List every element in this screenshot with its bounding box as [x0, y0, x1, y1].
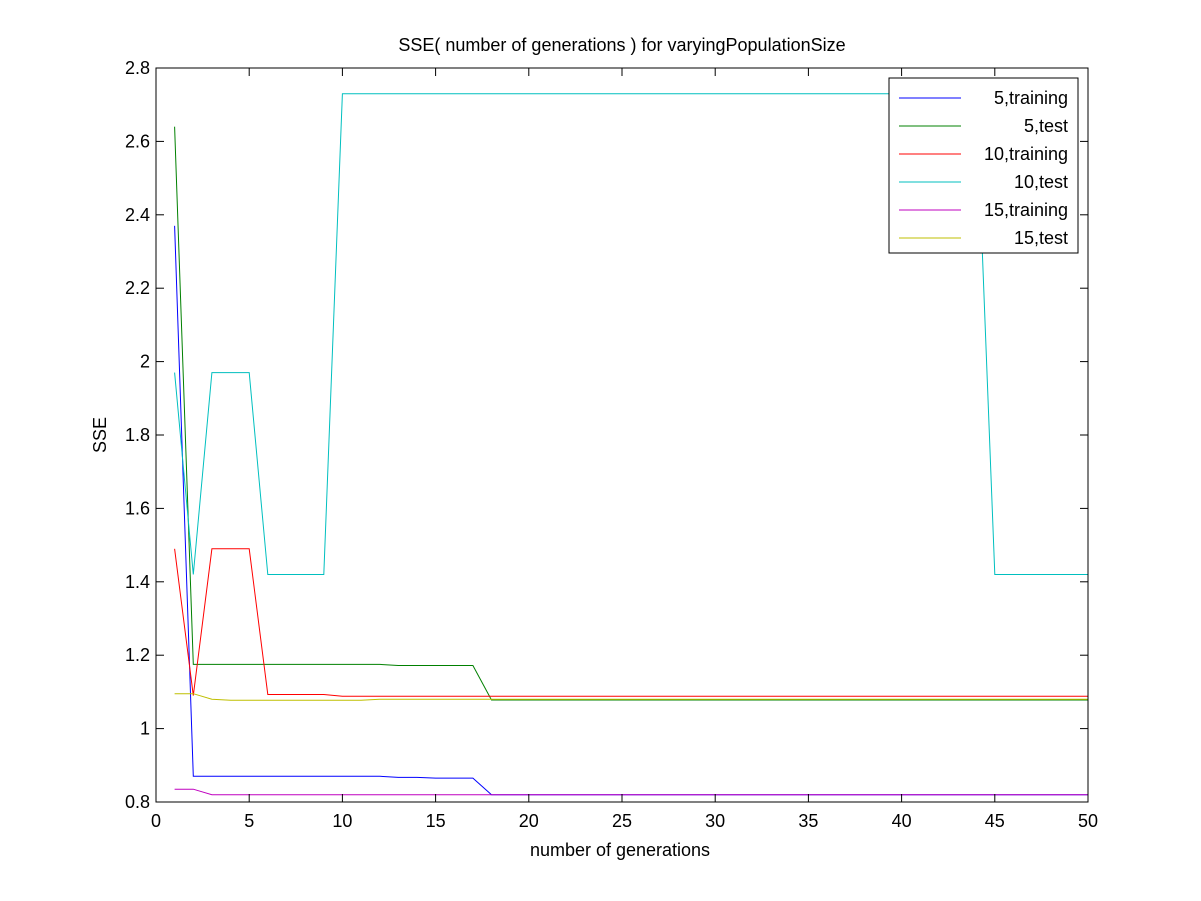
x-tick-label: 40	[892, 811, 912, 831]
legend-label-1: 5,test	[1024, 116, 1068, 136]
chart-title: SSE( number of generations ) for varying…	[398, 35, 845, 55]
series-line-1	[174, 126, 1088, 701]
y-tick-label: 2	[140, 352, 150, 372]
y-tick-label: 2.6	[125, 131, 150, 151]
x-tick-label: 15	[426, 811, 446, 831]
y-tick-label: 1.2	[125, 645, 150, 665]
legend-label-4: 15,training	[984, 200, 1068, 220]
y-axis-label: SSE	[90, 417, 110, 453]
legend-label-0: 5,training	[994, 88, 1068, 108]
x-tick-label: 45	[985, 811, 1005, 831]
legend-entries: 5,training 5,test 10,training 10,test 15,tra…	[899, 88, 1068, 248]
x-tick-label: 35	[798, 811, 818, 831]
legend-label-5: 15,test	[1014, 228, 1068, 248]
x-tick-label: 50	[1078, 811, 1098, 831]
x-tick-label: 10	[332, 811, 352, 831]
y-tick-label: 0.8	[125, 792, 150, 812]
legend-label-2: 10,training	[984, 144, 1068, 164]
y-tick-label: 2.4	[125, 205, 150, 225]
x-tick-labels: 0 5 10 15 20 25 30 35 40 45 50	[151, 811, 1098, 831]
y-tick-label: 1.6	[125, 498, 150, 518]
legend: 5,training 5,test 10,training 10,test 15,tra…	[888, 77, 1079, 254]
series-line-4	[174, 788, 1088, 796]
series-line-5	[174, 693, 1088, 701]
y-tick-label: 2.8	[125, 58, 150, 78]
legend-label-3: 10,test	[1014, 172, 1068, 192]
series-line-2	[174, 548, 1088, 697]
y-tick-label: 2.2	[125, 278, 150, 298]
y-tick-label: 1.8	[125, 425, 150, 445]
y-tick-label: 1	[140, 719, 150, 739]
x-tick-label: 25	[612, 811, 632, 831]
x-tick-label: 5	[244, 811, 254, 831]
y-tick-labels: 0.8 1 1.2 1.4 1.6 1.8 2 2.2 2.4 2.6 2.8	[125, 58, 150, 812]
plot-frame	[155, 67, 1089, 803]
x-tick-label: 30	[705, 811, 725, 831]
x-axis-label: number of generations	[530, 840, 710, 860]
x-tick-label: 20	[519, 811, 539, 831]
legend-box	[888, 77, 1079, 254]
y-tick-label: 1.4	[125, 572, 150, 592]
x-tick-label: 0	[151, 811, 161, 831]
